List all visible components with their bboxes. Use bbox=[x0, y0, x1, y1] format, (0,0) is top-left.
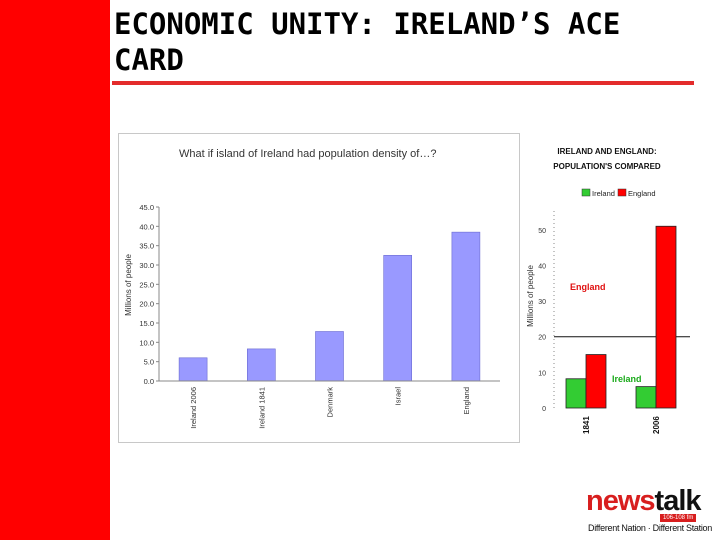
chart2-category-label: 1841 bbox=[582, 416, 591, 434]
left-accent-bar bbox=[0, 0, 110, 540]
logo-frequency: 106-108 fm bbox=[660, 514, 697, 522]
chart2-bar bbox=[565, 378, 587, 409]
chart1-category-label: Ireland 1841 bbox=[257, 387, 266, 429]
chart2-y-tick-label: 0 bbox=[542, 406, 546, 413]
chart2-annotation-ireland: Ireland bbox=[612, 374, 642, 384]
chart1-bar bbox=[451, 231, 481, 382]
chart2-annotation-england: England bbox=[570, 282, 606, 292]
chart1-y-tick-label: 20.0 bbox=[139, 300, 154, 309]
chart1-category-label: Ireland 2006 bbox=[189, 387, 198, 429]
chart2-legend-swatch bbox=[617, 188, 627, 197]
ireland-england-chart: IRELAND AND ENGLAND: POPULATION'S COMPAR… bbox=[526, 147, 690, 434]
chart1-y-tick-label: 45.0 bbox=[139, 203, 154, 212]
population-density-chart: What if island of Ireland had population… bbox=[118, 133, 520, 443]
chart1-category-label: Denmark bbox=[326, 387, 335, 418]
chart1-y-tick-label: 10.0 bbox=[139, 338, 154, 347]
chart1-title: What if island of Ireland had population… bbox=[179, 148, 436, 160]
chart1-y-tick-label: 40.0 bbox=[139, 222, 154, 231]
chart1-y-tick-label: 25.0 bbox=[139, 280, 154, 289]
chart2-y-axis-label: Millions of people bbox=[526, 265, 535, 327]
chart2-title-line1: IRELAND AND ENGLAND: bbox=[557, 147, 656, 156]
chart2-y-tick-label: 10 bbox=[538, 370, 546, 377]
logo-talk-text: talk bbox=[654, 485, 702, 517]
chart2-bar bbox=[635, 386, 657, 409]
chart1-bar bbox=[315, 331, 344, 382]
chart2-y-tick-label: 30 bbox=[538, 299, 546, 306]
chart2-category-label: 2006 bbox=[652, 416, 661, 434]
chart1-y-tick-label: 0.0 bbox=[144, 377, 154, 386]
slide-title: ECONOMIC UNITY: IRELAND’S ACE CARD bbox=[114, 7, 621, 77]
chart2-y-tick-label: 50 bbox=[538, 228, 546, 235]
chart2-title-line2: POPULATION'S COMPARED bbox=[553, 162, 661, 171]
chart2-legend-label: England bbox=[628, 189, 656, 198]
logo-wordmark: newstalk bbox=[586, 485, 702, 517]
chart1-y-tick-label: 35.0 bbox=[139, 242, 154, 251]
chart2-y-tick-label: 20 bbox=[538, 335, 546, 342]
chart1-y-tick-label: 15.0 bbox=[139, 319, 154, 328]
chart2-legend-swatch bbox=[581, 188, 591, 197]
chart2-bar bbox=[655, 225, 677, 409]
chart1-y-axis-label: Millions of people bbox=[124, 254, 133, 316]
chart2-y-tick-label: 40 bbox=[538, 263, 546, 270]
logo-news-text: news bbox=[586, 485, 656, 517]
chart2-legend-label: Ireland bbox=[592, 189, 615, 198]
logo-tagline: Different Nation · Different Station bbox=[588, 523, 712, 533]
chart1-y-tick-label: 30.0 bbox=[139, 261, 154, 270]
chart1-bar bbox=[383, 255, 413, 382]
chart1-bar bbox=[178, 357, 208, 382]
title-underline bbox=[112, 81, 694, 85]
newstalk-logo: newstalk 106-108 fm Different Nation · D… bbox=[586, 486, 716, 540]
chart1-category-label: Israel bbox=[394, 387, 403, 406]
chart1-y-tick-label: 5.0 bbox=[144, 358, 154, 367]
chart1-category-label: England bbox=[462, 387, 471, 415]
chart2-bar bbox=[585, 354, 607, 409]
chart1-bar bbox=[247, 348, 276, 382]
